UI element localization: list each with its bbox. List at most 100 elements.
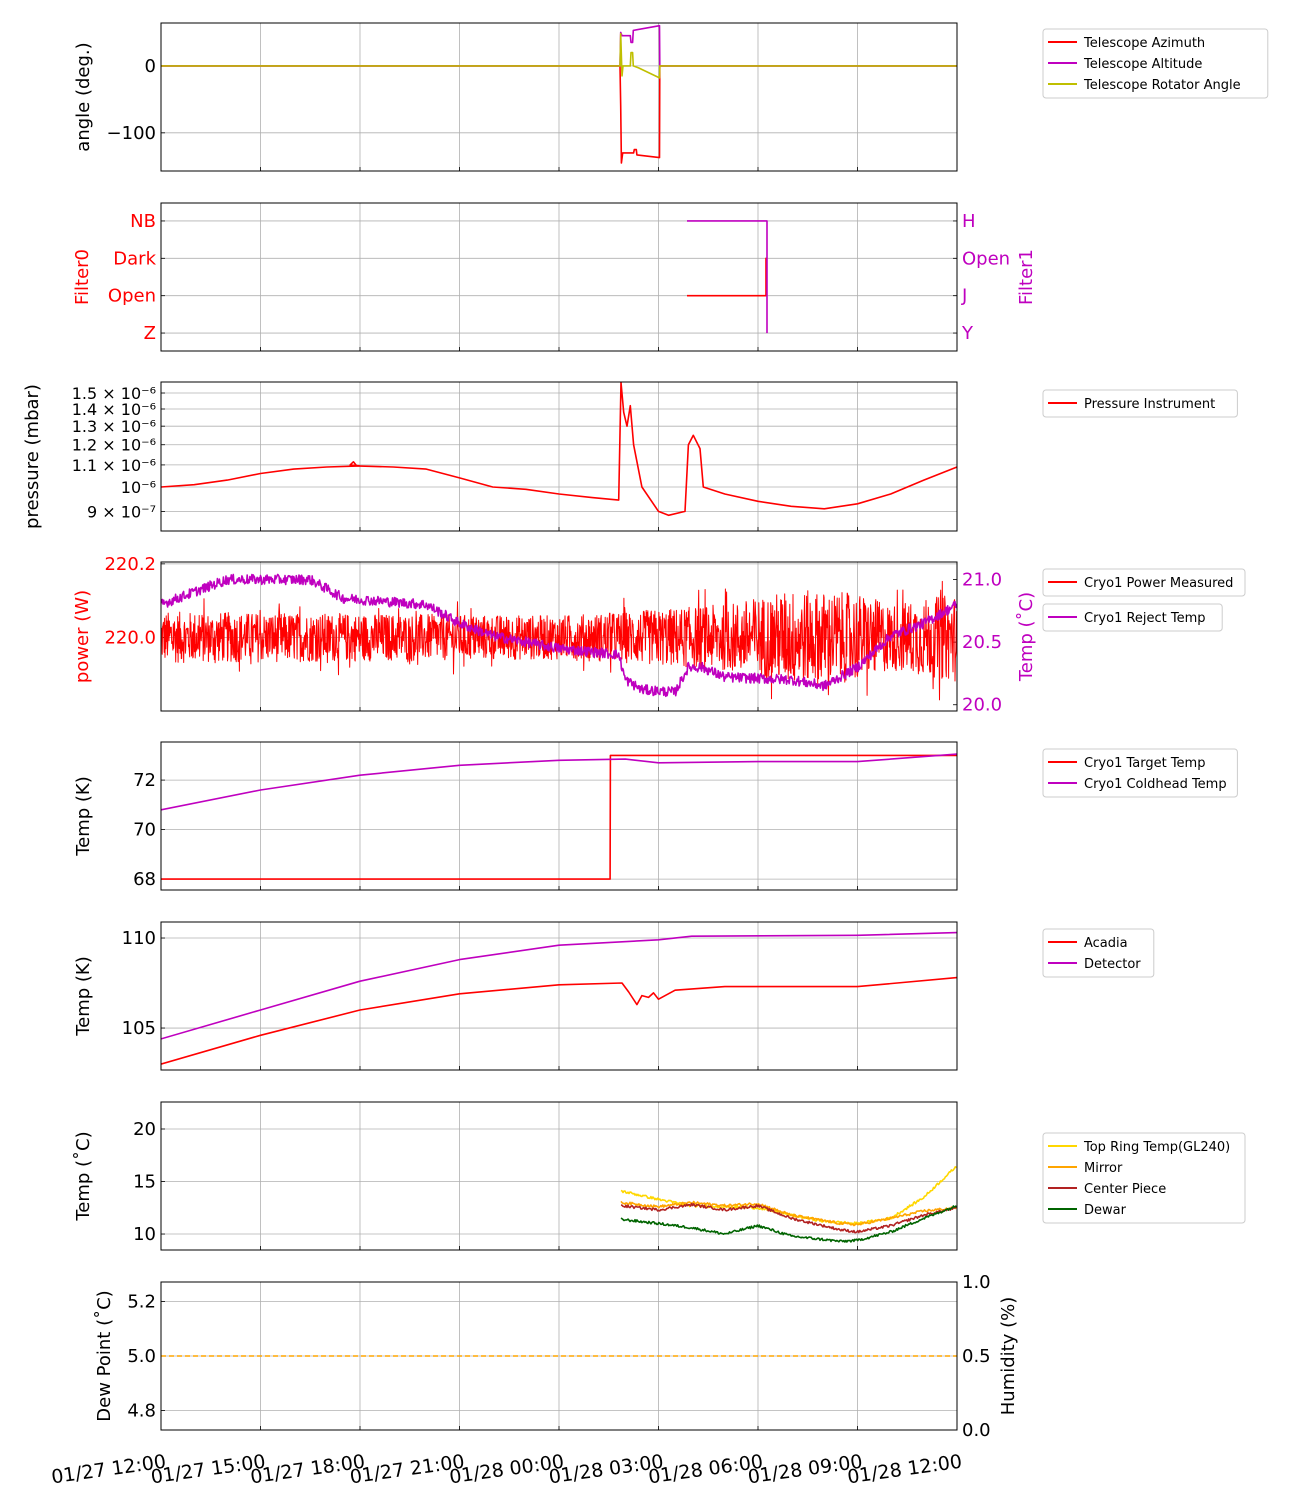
- series-line-cryo1-power-measured: [161, 580, 957, 701]
- panel-3: 1.5 × 10⁻⁶1.4 × 10⁻⁶1.3 × 10⁻⁶1.2 × 10⁻⁶…: [22, 381, 1238, 532]
- series-line-filter0: [687, 257, 768, 297]
- y-axis-label: Filter0: [72, 249, 93, 305]
- y-axis-label-right: Temp (˚C): [1016, 592, 1037, 682]
- legend-label: Telescope Azimuth: [1083, 36, 1205, 51]
- y-tick-label: 110: [122, 928, 156, 949]
- y-tick-label: 1.2 × 10⁻⁶: [72, 436, 156, 455]
- legend-label: Mirror: [1084, 1161, 1123, 1176]
- y-tick-label: 5.0: [127, 1346, 156, 1367]
- series-line-cryo1-reject-temp: [161, 573, 957, 698]
- legend-label: Center Piece: [1084, 1182, 1166, 1197]
- y-tick-label: 5.2: [127, 1292, 156, 1313]
- series-line-pressure-instrument: [161, 382, 957, 517]
- plot-frame: [160, 1101, 958, 1251]
- y-tick-label: 70: [133, 820, 156, 841]
- series-line-cryo1-target-temp: [161, 754, 957, 880]
- y-tick-label: 105: [122, 1018, 156, 1039]
- series-group: [687, 220, 768, 334]
- y-axis-label: Dew Point (˚C): [94, 1290, 115, 1421]
- y-tick-label-right: Open: [962, 248, 1010, 269]
- legend-label: Acadia: [1084, 936, 1128, 951]
- y-tick-label: 1.4 × 10⁻⁶: [72, 400, 156, 419]
- legend-label: Cryo1 Reject Temp: [1084, 611, 1206, 626]
- plot-frame: [160, 381, 958, 532]
- y-axis-label: power (W): [72, 590, 93, 683]
- series-line-telescope-azimuth: [161, 65, 957, 164]
- legend-label: Telescope Altitude: [1083, 57, 1202, 72]
- y-axis-label-right: Filter1: [1016, 249, 1037, 305]
- y-tick-label: Open: [108, 286, 156, 307]
- legend-2-box: [1042, 603, 1223, 632]
- y-tick-label: NB: [130, 211, 156, 232]
- panel-2: Z Open Dark NB YJ Open H Filter0 Filter1: [72, 202, 1037, 352]
- y-tick-label-right: 0.5: [962, 1346, 991, 1367]
- plot-frame: [160, 22, 958, 172]
- panel-8: 5.2 5.0 4.8 1.0 0.5 0.0 Dew Point (˚C) Humidity…: [94, 1272, 1019, 1441]
- legend-box: [1042, 28, 1269, 99]
- x-tick-label: 01/28 12:00: [846, 1451, 963, 1489]
- series-group: [161, 753, 957, 880]
- series-line-detector: [161, 931, 957, 1040]
- y-tick-label-right: 20.0: [962, 695, 1002, 716]
- legend-box: [1042, 1132, 1246, 1224]
- y-axis-label: angle (deg.): [73, 42, 94, 151]
- y-axis-label: Temp (K): [73, 776, 94, 857]
- plot-frame: [160, 561, 958, 712]
- series-line-cryo1-coldhead-temp: [161, 753, 957, 811]
- y-tick-label-right: 20.5: [962, 632, 1002, 653]
- y-tick-label-right: 1.0: [962, 1272, 991, 1293]
- y-tick-label: −100: [107, 123, 156, 144]
- panel-5: 72 70 68 Temp (K) Cryo1 Target Temp Cryo1 Col…: [73, 741, 1238, 891]
- y-tick-label-right: 21.0: [962, 570, 1002, 591]
- y-tick-label: 15: [133, 1172, 156, 1193]
- legend-label: Pressure Instrument: [1084, 397, 1215, 412]
- y-tick-label: Z: [144, 323, 156, 344]
- plot-frame: [160, 202, 958, 352]
- legend-label: Telescope Rotator Angle: [1083, 78, 1241, 93]
- panel-7: 20 15 10 Temp (˚C) Top Ring Temp(GL240) Mirro…: [73, 1101, 1246, 1251]
- legend-label: Detector: [1084, 957, 1141, 972]
- series-group: [161, 573, 957, 701]
- y-tick-label-right: 0.0: [962, 1420, 991, 1441]
- y-tick-label: 1.1 × 10⁻⁶: [72, 456, 156, 475]
- y-tick-label: 220.2: [104, 554, 156, 575]
- legend-label: Cryo1 Target Temp: [1084, 756, 1205, 771]
- series-group: [161, 382, 957, 517]
- plot-frame: [160, 921, 958, 1071]
- legend-label: Cryo1 Coldhead Temp: [1084, 777, 1227, 792]
- legend-label: Top Ring Temp(GL240): [1083, 1140, 1230, 1155]
- legend-box: [1042, 389, 1238, 418]
- series-line-filter1: [687, 220, 768, 334]
- panel-6: 110 105 Temp (K) Acadia Detector: [73, 921, 1155, 1071]
- series-line-mirror: [620, 1200, 957, 1227]
- series-group: [620, 1166, 957, 1243]
- y-tick-label: Dark: [113, 248, 156, 269]
- legend-label: Cryo1 Power Measured: [1084, 576, 1233, 591]
- series-group: [161, 931, 957, 1065]
- y-tick-label: 1.3 × 10⁻⁶: [72, 417, 156, 436]
- y-tick-label: 72: [133, 770, 156, 791]
- y-axis-label: Temp (˚C): [73, 1131, 94, 1221]
- series-line-acadia: [161, 976, 957, 1065]
- series-line-dewar: [620, 1205, 957, 1243]
- y-tick-label: 1.5 × 10⁻⁶: [72, 384, 156, 403]
- y-tick-label: 10: [133, 1224, 156, 1245]
- y-tick-label: 68: [133, 869, 156, 890]
- legend-box: [1042, 748, 1238, 798]
- y-tick-label-right: J: [961, 286, 967, 307]
- y-tick-label: 220.0: [104, 627, 156, 648]
- legend-label: Dewar: [1084, 1203, 1127, 1218]
- series-group: [161, 24, 957, 164]
- series-line-center-piece: [620, 1202, 957, 1234]
- y-tick-label-right: Y: [961, 323, 974, 344]
- y-tick-label-right: H: [962, 211, 976, 232]
- panel-4: 220.2 220.0 21.0 20.5 20.0 power (W) Temp (˚C)…: [72, 554, 1246, 716]
- y-tick-label: 20: [133, 1119, 156, 1140]
- series-line-telescope-rotator-angle: [161, 32, 957, 79]
- y-axis-label: Temp (K): [73, 956, 94, 1037]
- y-tick-label: 0: [145, 56, 156, 77]
- y-axis-label-right: Humidity (%): [998, 1297, 1019, 1416]
- plot-frame: [160, 741, 958, 891]
- y-axis-label: pressure (mbar): [22, 384, 43, 529]
